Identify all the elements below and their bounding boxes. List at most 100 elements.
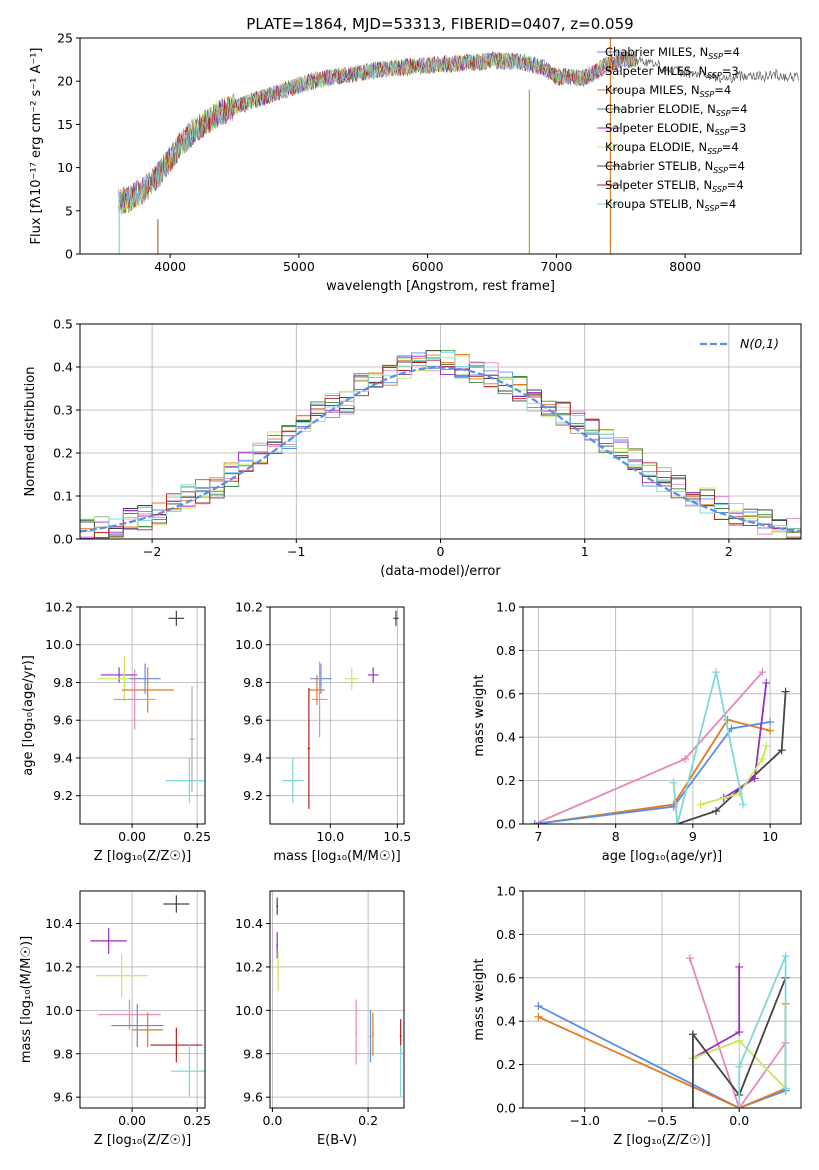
spectrum-legend-label: Kroupa MILES, NSSP=4	[605, 83, 731, 99]
weight_vs_age-ylabel: mass weight	[472, 674, 487, 756]
weight_vs_Z-xtick-label: −0.5	[647, 1113, 677, 1128]
weight_vs_age-ytick-label: 0.2	[496, 773, 516, 788]
spectrum-series-line	[118, 51, 637, 209]
age_vs_mass-xlabel: mass [log₁₀(M/M☉)]	[273, 849, 400, 864]
mass_vs_ebv-frame	[269, 890, 405, 1109]
age_vs_Z-xtick-label: 0.00	[118, 829, 146, 844]
spectrum-xtick-label: 7000	[540, 259, 572, 274]
residual-histogram	[80, 351, 801, 539]
mass_vs_Z-ytick-label: 9.6	[53, 1090, 73, 1105]
mass_vs_Z-ytick-label: 10.2	[45, 959, 73, 974]
mass_vs_Z-xtick-label: 0.25	[183, 1113, 211, 1128]
mass_vs_ebv-xtick-label: 0.2	[358, 1113, 378, 1128]
weight_vs_age-xlabel: age [log₁₀(age/yr)]	[602, 849, 723, 864]
age_vs_Z-ytick-label: 9.4	[53, 750, 73, 765]
weight_vs_age-series-line	[672, 671, 744, 824]
weight_vs_age-point-marker	[766, 726, 775, 735]
weight_vs_Z-series-line	[688, 958, 787, 1108]
weight_vs_age-point-marker	[727, 724, 736, 733]
spectrum-ytick-label: 25	[57, 31, 73, 46]
age_vs_mass-frame	[269, 606, 405, 825]
weight_vs_age-series-line	[534, 721, 771, 824]
mass_vs_Z-ytick-label: 10.4	[45, 916, 73, 931]
weight_vs_Z-plot-area	[534, 952, 790, 1108]
age_vs_Z-ytick-label: 10.0	[45, 637, 73, 652]
mass_vs_ebv-plot-area	[276, 897, 402, 1098]
spectrum-legend-label: Chabrier STELIB, NSSP=4	[605, 159, 745, 175]
weight_vs_age-xtick-label: 8	[612, 829, 620, 844]
spectrum-axes: 4000 5000 6000 7000 8000 0 5 10 15 20 25 wavelength…	[29, 31, 802, 294]
residuals-xtick-label: 2	[725, 544, 733, 559]
weight_vs_age-point-marker	[735, 789, 744, 798]
weight_vs_Z-point-marker	[781, 1084, 790, 1093]
weight_vs_age-point-marker	[781, 687, 790, 696]
weight_vs_Z-point-marker	[735, 1062, 744, 1071]
spectrum-legend-label: Salpeter STELIB, NSSP=4	[605, 178, 744, 194]
age_vs_Z-ytick-label: 10.2	[45, 600, 73, 615]
mass_vs_Z-xlabel: Z [log₁₀(Z/Z☉)]	[94, 1133, 191, 1148]
mass_vs_ebv-ytick-label: 10.4	[235, 916, 263, 931]
weight_vs_age-xtick-label: 9	[689, 829, 697, 844]
weight_vs_age-point-marker	[712, 806, 721, 815]
weight_vs_age-ytick-label: 0.8	[496, 643, 516, 658]
weight_vs_age-series-line	[534, 671, 764, 824]
weight_vs_age-xtick-label: 10	[762, 829, 778, 844]
weight_vs_age-point-marker	[530, 820, 539, 824]
spectrum-legend-label: Salpeter MILES, NSSP=3	[605, 64, 739, 80]
weight_vs_Z-point-marker	[534, 1012, 543, 1021]
age_vs_mass-xtick-label: 10.0	[316, 829, 344, 844]
residuals-plot-area	[80, 349, 801, 539]
weight_vs_age-point-marker	[758, 668, 767, 677]
age_vs_mass-ytick-label: 9.8	[243, 675, 263, 690]
weight_vs_age-point-marker	[673, 820, 682, 824]
spectrum-legend-label: Salpeter ELODIE, NSSP=3	[605, 121, 746, 137]
residuals-ytick-label: 0.2	[53, 446, 73, 461]
weight_vs_Z-series-line	[692, 977, 787, 1108]
mass_vs_Z-ytick-label: 10.0	[45, 1003, 73, 1018]
weight_vs_age-point-marker	[762, 678, 771, 687]
weight_vs_Z-ytick-label: 0.2	[496, 1057, 516, 1072]
spectrum-legend-label: Chabrier MILES, NSSP=4	[605, 45, 740, 61]
weight_vs_Z-ytick-label: 1.0	[496, 884, 516, 899]
spectrum-ytick-label: 15	[57, 117, 73, 132]
weight_vs_Z-point-marker	[688, 1030, 697, 1039]
weight_vs_Z-xlabel: Z [log₁₀(Z/Z☉)]	[613, 1133, 710, 1148]
age_vs_Z-ylabel: age [log₁₀(age/yr)]	[21, 655, 36, 776]
weight_vs_Z-ylabel: mass weight	[472, 958, 487, 1040]
weight_vs_Z-xtick-label: 0.0	[729, 1113, 749, 1128]
weight_vs_Z-point-marker	[735, 1036, 744, 1045]
spectrum-legend-label: Kroupa STELIB, NSSP=4	[605, 197, 736, 213]
weight_vs_Z-ytick-label: 0.8	[496, 927, 516, 942]
mass_vs_ebv-ytick-label: 10.2	[235, 959, 263, 974]
weight_vs_age-ytick-label: 0.0	[496, 817, 516, 832]
mass_vs_Z-ylabel: mass [log₁₀(M/M☉)]	[19, 936, 34, 1063]
weight_vs_Z-point-marker	[735, 962, 744, 971]
residuals-ytick-label: 0.3	[53, 403, 73, 418]
spectrum-xlabel: wavelength [Angstrom, rest frame]	[326, 279, 555, 294]
residuals-xtick-label: 0	[437, 544, 445, 559]
residuals-ytick-label: 0.4	[53, 360, 73, 375]
weight_vs_age-point-marker	[739, 800, 748, 809]
mass_vs_ebv-ytick-label: 10.0	[235, 1003, 263, 1018]
spectrum-legend-label: Kroupa ELODIE, NSSP=4	[605, 140, 739, 156]
residuals-xtick-label: −1	[287, 544, 305, 559]
mass_vs_ebv-ytick-label: 9.6	[243, 1090, 263, 1105]
age_vs_Z-plot-area	[98, 610, 205, 804]
weight_vs_Z-series-line	[537, 1005, 786, 1108]
weight_vs_age-point-marker	[696, 800, 705, 809]
weight_vs_age-point-marker	[766, 718, 775, 727]
weight_vs_Z-axes: −1.0 −0.5 0.0 0.0 0.2 0.4 0.6 0.8 1.0 Z [log₁₀(Z/…	[472, 884, 802, 1148]
weight_vs_Z-point-marker	[781, 952, 790, 961]
weight_vs_Z-xtick-label: −1.0	[570, 1113, 600, 1128]
spectrum-xtick-label: 8000	[669, 259, 701, 274]
mass_vs_Z-ytick-label: 9.8	[53, 1046, 73, 1061]
weight_vs_age-ytick-label: 0.6	[496, 686, 516, 701]
age_vs_mass-ytick-label: 9.2	[243, 788, 263, 803]
weight_vs_age-ytick-label: 0.4	[496, 730, 516, 745]
mass_vs_ebv-axes: 0.0 0.2 9.6 9.8 10.0 10.2 10.4 E(B-V)	[235, 890, 405, 1148]
residuals-xlabel: (data-model)/error	[380, 564, 501, 579]
weight_vs_Z-ytick-label: 0.4	[496, 1014, 516, 1029]
age_vs_Z-ytick-label: 9.8	[53, 675, 73, 690]
weight_vs_Z-point-marker	[735, 1104, 744, 1108]
mass_vs_ebv-ytick-label: 9.8	[243, 1046, 263, 1061]
